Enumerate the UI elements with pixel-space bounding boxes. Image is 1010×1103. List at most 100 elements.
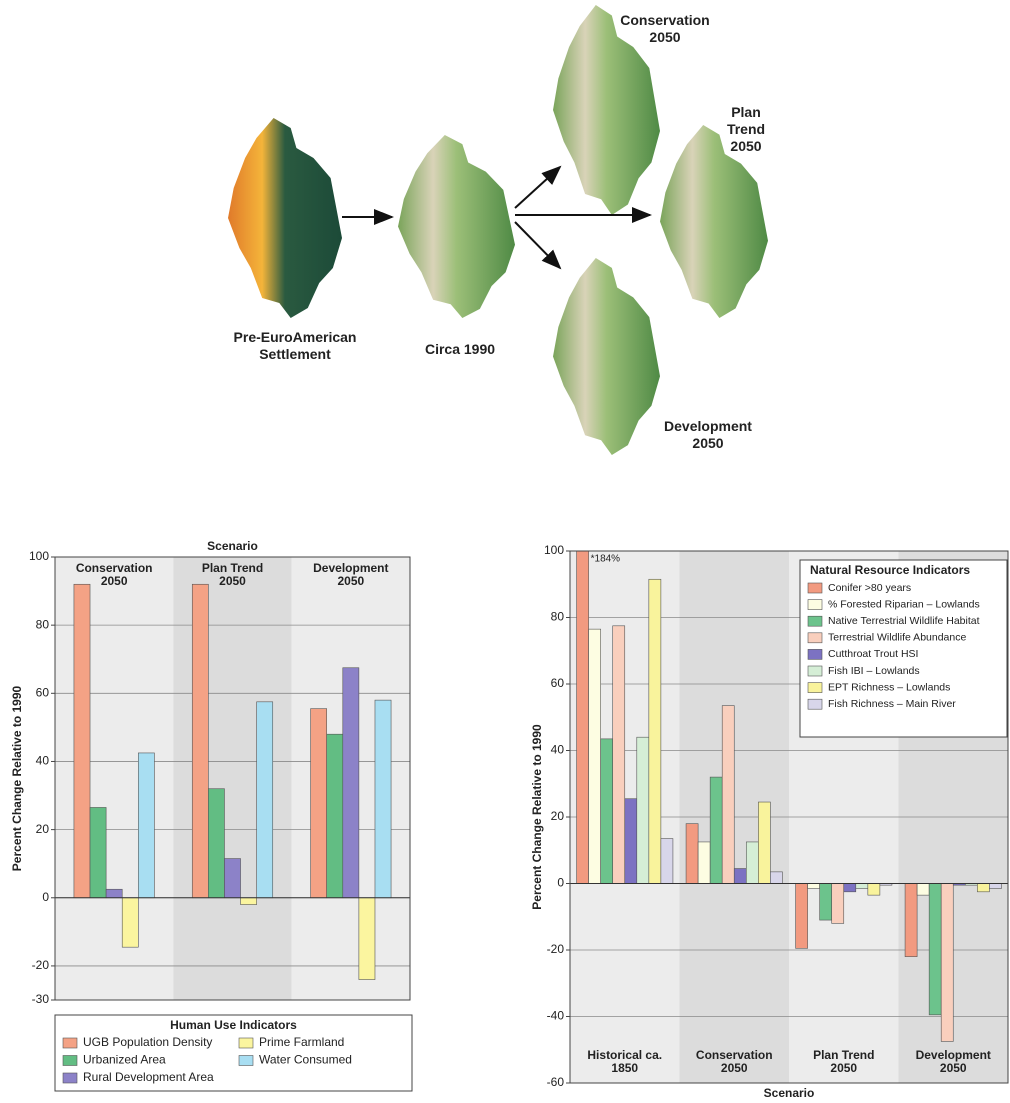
label-line: Conservation	[696, 1048, 773, 1062]
legend-label: Rural Development Area	[83, 1070, 214, 1084]
bar	[820, 884, 832, 921]
legend-label: UGB Population Density	[83, 1035, 212, 1049]
bar	[953, 884, 965, 886]
axis-title: Scenario	[764, 1086, 815, 1100]
band-bg	[899, 551, 1009, 1083]
y-tick-label: -20	[32, 958, 50, 972]
node-label: Development 2050	[648, 418, 768, 452]
bar	[74, 584, 90, 898]
bar	[977, 884, 989, 892]
band-bg	[292, 557, 410, 1000]
bar	[208, 789, 224, 898]
value-label: *184%	[591, 554, 621, 565]
bars	[74, 584, 391, 979]
y-tick-label: -40	[547, 1009, 565, 1023]
bar	[929, 884, 941, 1015]
label-line: Plan Trend	[202, 561, 263, 575]
bar	[698, 842, 710, 884]
y-axis-title: Percent Change Relative to 1990	[530, 724, 544, 910]
y-tick-label: -20	[547, 942, 565, 956]
bar	[796, 884, 808, 949]
legend-label: Fish Richness – Main River	[828, 698, 956, 710]
legend-swatch	[808, 616, 822, 626]
node-label: Circa 1990	[400, 341, 520, 358]
label-line: 1850	[611, 1061, 638, 1075]
y-tick-label: 100	[29, 549, 49, 563]
legend-swatch	[808, 633, 822, 643]
bar	[359, 898, 375, 980]
band-bg	[570, 551, 680, 1083]
bar	[649, 579, 661, 883]
bar	[257, 702, 273, 898]
bar	[343, 668, 359, 898]
arrow	[515, 167, 560, 208]
legend-swatch	[63, 1073, 77, 1083]
plot-frame	[570, 551, 1008, 1083]
bar	[746, 842, 758, 884]
node-label: Conservation 2050	[605, 12, 725, 46]
category-label: Plan Trend2050	[813, 1048, 874, 1075]
map-development	[553, 258, 660, 455]
bar	[375, 700, 391, 898]
map-1990	[398, 135, 515, 318]
legend-swatch	[808, 583, 822, 593]
legend-box	[55, 1015, 412, 1091]
node-label: Plan Trend 2050	[716, 104, 776, 155]
label-line: Conservation	[76, 561, 153, 575]
bar	[122, 898, 138, 947]
y-tick-label: 60	[551, 676, 565, 690]
label-line: 2050	[940, 1061, 967, 1075]
legend-label: Native Terrestrial Wildlife Habitat	[828, 615, 980, 627]
legend-label: Cutthroat Trout HSI	[828, 648, 918, 660]
bar	[965, 884, 977, 886]
legend-label: Fish IBI – Lowlands	[828, 665, 920, 677]
bar	[192, 584, 208, 898]
band-bg	[173, 557, 291, 1000]
band-bg	[789, 551, 899, 1083]
bar	[758, 802, 770, 883]
bar	[770, 872, 782, 884]
bar	[880, 884, 892, 886]
legend-title: Natural Resource Indicators	[810, 563, 970, 577]
legend-swatch	[808, 600, 822, 610]
legend-swatch	[63, 1038, 77, 1048]
y-tick-label: 0	[557, 876, 564, 890]
band-bg	[55, 557, 173, 1000]
y-tick-label: 20	[551, 809, 565, 823]
label-line: Development	[916, 1048, 991, 1062]
bar	[90, 807, 106, 897]
y-tick-label: -60	[547, 1075, 565, 1089]
bar	[832, 884, 844, 924]
legend-swatch	[808, 699, 822, 709]
y-tick-label: 40	[551, 743, 565, 757]
category-label: Historical ca.1850	[587, 1048, 662, 1075]
legend-swatch	[808, 683, 822, 693]
y-tick-label: 80	[36, 617, 50, 631]
legend-label: Prime Farmland	[259, 1035, 344, 1049]
label-line: Historical ca.	[587, 1048, 662, 1062]
legend-label: % Forested Riparian – Lowlands	[828, 598, 980, 610]
bar	[868, 884, 880, 896]
legend-label: EPT Richness – Lowlands	[828, 681, 950, 693]
bar	[138, 753, 154, 898]
legend-label: Water Consumed	[259, 1053, 352, 1067]
legend-swatch	[808, 666, 822, 676]
legend-label: Urbanized Area	[83, 1053, 166, 1067]
bar	[613, 626, 625, 884]
bar	[106, 889, 122, 898]
label-line: 2050	[721, 1061, 748, 1075]
y-axis-title: Percent Change Relative to 1990	[10, 685, 24, 871]
bar	[989, 884, 1001, 889]
label-line: 2050	[337, 574, 364, 588]
label-line: 2050	[830, 1061, 857, 1075]
node-label: Pre-EuroAmerican Settlement	[215, 329, 375, 363]
bar	[241, 898, 257, 905]
legend-swatch	[63, 1056, 77, 1066]
bar	[637, 737, 649, 883]
bar	[808, 884, 820, 889]
label-line: Development	[313, 561, 388, 575]
